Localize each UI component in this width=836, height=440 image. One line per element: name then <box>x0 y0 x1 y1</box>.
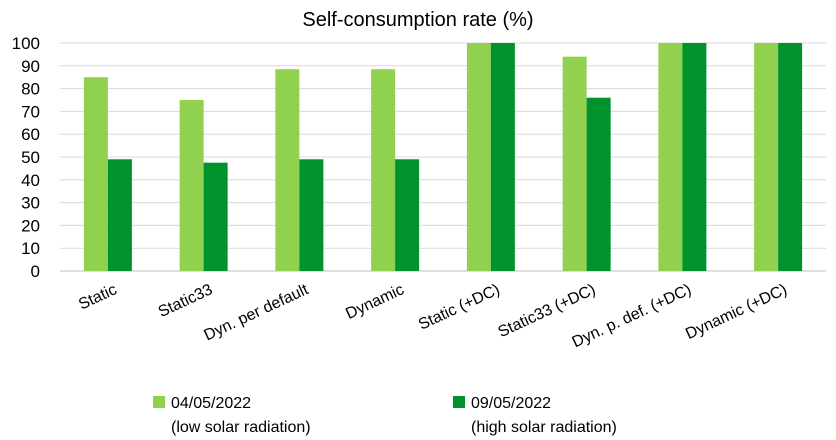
bar-dynamic-dc-series-1 <box>754 43 779 271</box>
y-tick-label-40: 40 <box>21 171 40 190</box>
y-tick-label-100: 100 <box>12 34 40 53</box>
x-category-label-dyn-per-default: Dyn. per default <box>202 281 312 344</box>
y-tick-label-70: 70 <box>21 102 40 121</box>
bar-dynamic-dc-series-2 <box>778 43 803 271</box>
bar-static33-series-1 <box>179 100 204 271</box>
bar-static-dc-series-1 <box>466 43 491 271</box>
bar-static-series-1 <box>83 77 108 271</box>
y-tick-label-20: 20 <box>21 216 40 235</box>
bar-static-series-2 <box>107 159 132 271</box>
x-category-label-dynamic-dc: Dynamic (+DC) <box>683 281 790 343</box>
legend-swatch-series-1 <box>153 396 165 408</box>
x-category-label-dynamic: Dynamic <box>343 281 407 323</box>
y-tick-label-60: 60 <box>21 125 40 144</box>
bar-static33-dc-series-2 <box>586 97 611 271</box>
bar-static33-dc-series-1 <box>562 56 587 272</box>
gridlines <box>60 42 826 272</box>
chart-title: Self-consumption rate (%) <box>302 9 533 31</box>
bar-dynamic-series-2 <box>395 159 420 271</box>
bar-static-dc-series-2 <box>490 43 515 271</box>
y-tick-label-80: 80 <box>21 80 40 99</box>
y-tick-label-90: 90 <box>21 57 40 76</box>
y-tick-label-10: 10 <box>21 239 40 258</box>
bar-dyn-p-def-dc-series-1 <box>658 43 683 271</box>
legend-label-series-2: 09/05/2022 <box>471 395 551 412</box>
y-tick-label-0: 0 <box>31 262 40 281</box>
bar-static33-series-2 <box>203 162 228 271</box>
y-tick-label-50: 50 <box>21 148 40 167</box>
legend-label-series-1: 04/05/2022 <box>171 395 251 412</box>
legend-swatch-series-2 <box>453 396 465 408</box>
legend-sublabel-series-1: (low solar radiation) <box>171 419 311 436</box>
bar-dyn-per-default-series-1 <box>275 69 300 271</box>
bar-dyn-p-def-dc-series-2 <box>682 43 707 271</box>
bar-dynamic-series-1 <box>371 69 396 271</box>
x-category-label-static: Static <box>76 281 119 313</box>
bars <box>83 43 803 272</box>
y-tick-label-30: 30 <box>21 194 40 213</box>
x-category-label-static-dc: Static (+DC) <box>416 281 503 333</box>
x-category-label-static33: Static33 <box>156 281 216 321</box>
legend: 04/05/2022 (low solar radiation) 09/05/202… <box>153 395 617 436</box>
legend-sublabel-series-2: (high solar radiation) <box>471 419 617 436</box>
bar-dyn-per-default-series-2 <box>299 159 324 271</box>
